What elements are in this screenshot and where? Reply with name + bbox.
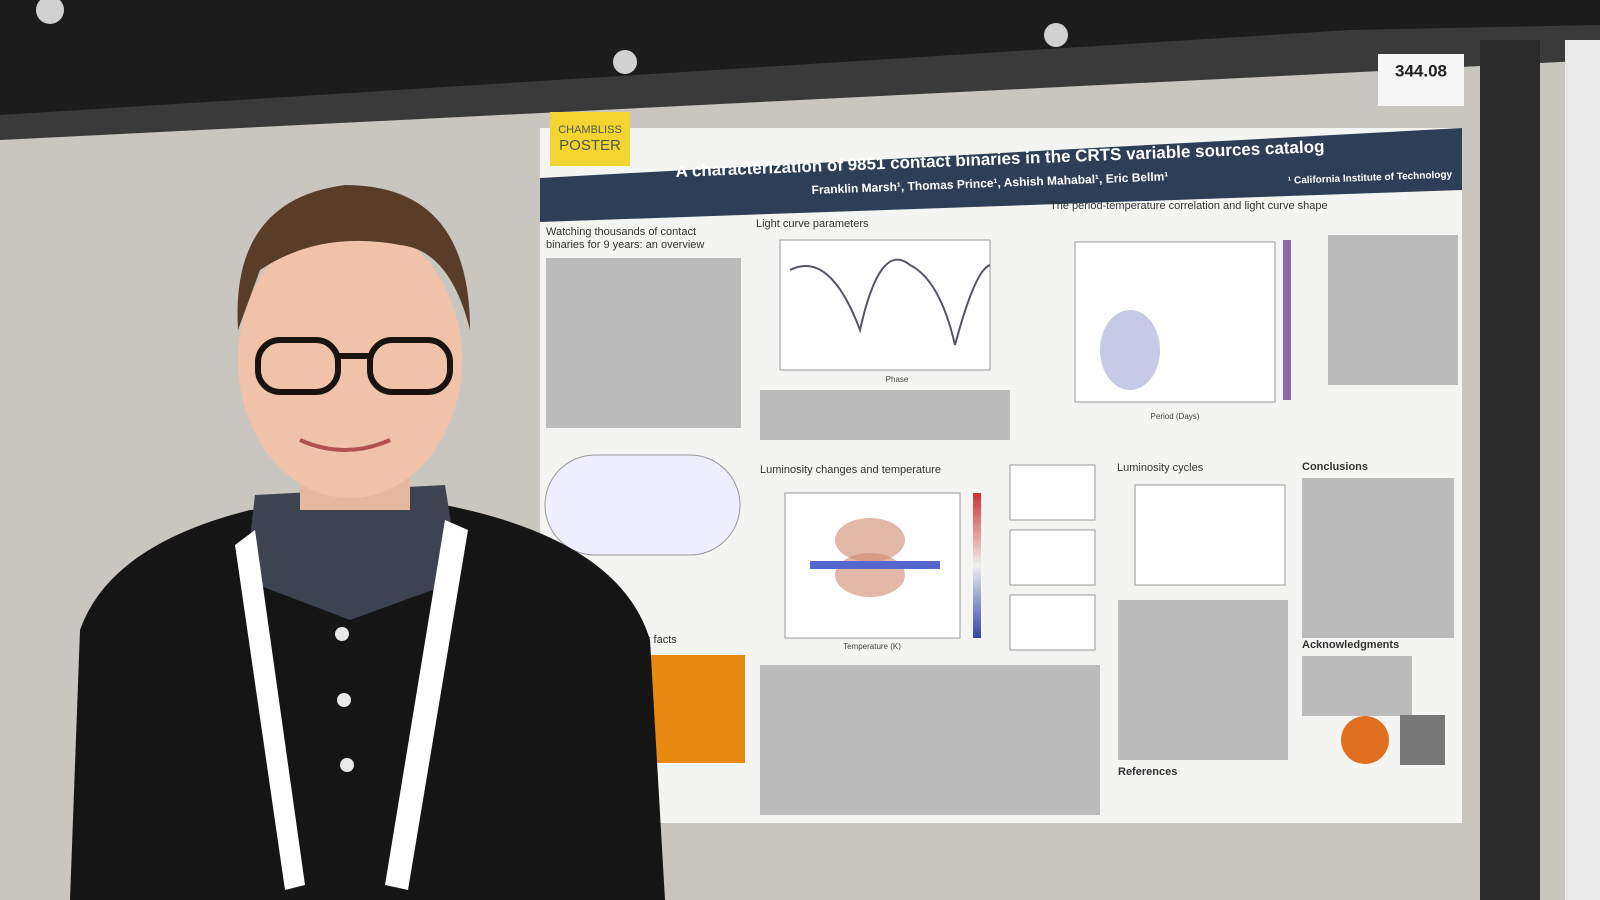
section-heading: Luminosity cycles: [1117, 462, 1204, 474]
light-curve-plot: [779, 239, 991, 371]
section-heading: The period-temperature correlation and l…: [1050, 200, 1328, 212]
colorbar: [973, 493, 981, 638]
panel-top: [0, 25, 1600, 140]
scatter-cloud: [835, 518, 905, 562]
lanyard: [235, 520, 468, 890]
scatter-cloud: [835, 553, 905, 597]
section-heading: Watching thousands of contact: [546, 226, 696, 238]
next-poster: [1565, 40, 1600, 900]
logo: [1341, 716, 1389, 764]
light-curve: [789, 258, 991, 346]
section-heading: binaries for 9 years: an overview: [546, 239, 704, 251]
light: [613, 50, 637, 74]
axis-label: Period (Days): [1151, 412, 1200, 421]
scatter-band: [810, 561, 940, 569]
poster-number: 344.08: [1395, 61, 1447, 80]
sweater: [70, 505, 665, 900]
section-heading: Light curve parameters: [756, 218, 869, 230]
sticker: [550, 112, 630, 166]
star-image: [650, 655, 745, 763]
scatter-cloud: [1100, 310, 1160, 390]
divider: [1480, 40, 1540, 900]
sign: [1378, 54, 1464, 106]
axis-label: Temperature (K): [843, 642, 901, 651]
sky-map: [544, 454, 741, 556]
small-plots: [1009, 464, 1286, 651]
axis-label: Phase: [886, 375, 909, 384]
buttons: [335, 627, 354, 772]
light: [36, 0, 64, 24]
section-heading: Conclusions: [1302, 461, 1368, 473]
hair: [237, 185, 470, 330]
light: [1044, 23, 1068, 47]
poster-header: [540, 128, 1462, 222]
section-heading: References: [1118, 766, 1177, 778]
section-heading: k facts: [645, 634, 677, 646]
smile: [299, 438, 391, 452]
section-heading: Acknowledgments: [1302, 639, 1399, 651]
text-block: [546, 235, 1458, 815]
sticker-text: CHAMBLISS: [558, 124, 622, 136]
photo: [1400, 715, 1445, 765]
period-temp-plot: [1074, 241, 1276, 403]
section-heading: Luminosity changes and temperature: [760, 464, 941, 476]
collar: [245, 485, 460, 620]
glasses: [255, 337, 453, 395]
colorbar: [1283, 240, 1291, 400]
face: [238, 222, 462, 498]
sticker-text: POSTER: [559, 137, 621, 154]
